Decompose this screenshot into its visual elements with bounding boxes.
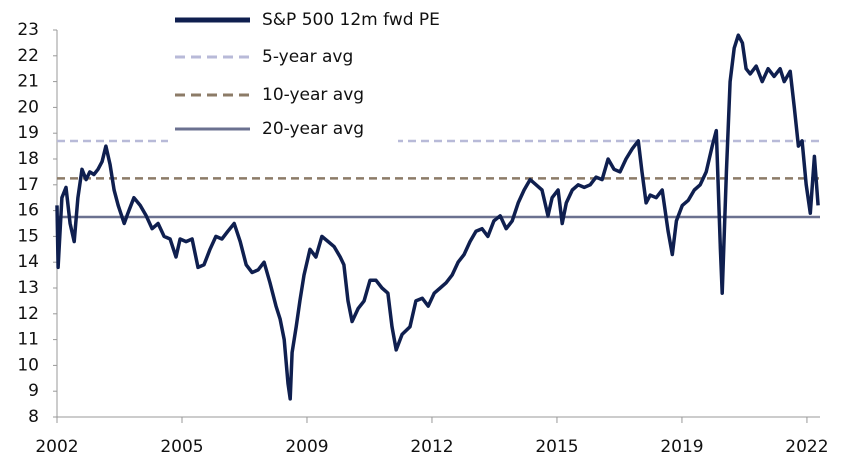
x-tick-label: 2022 [785, 437, 828, 457]
y-tick-label: 21 [17, 72, 39, 92]
x-tick-label: 2005 [160, 437, 203, 457]
y-tick-label: 17 [17, 175, 39, 195]
y-tick-label: 15 [17, 226, 39, 246]
y-tick-label: 9 [28, 381, 39, 401]
y-tick-label: 16 [17, 201, 39, 221]
y-tick-label: 20 [17, 97, 39, 117]
y-tick-label: 12 [17, 304, 39, 324]
x-tick-label: 2012 [410, 437, 453, 457]
legend-bg [168, 43, 398, 71]
y-tick-label: 10 [17, 355, 39, 375]
series-line [55, 33, 820, 401]
legend-label: 5-year avg [262, 47, 353, 67]
x-tick-label: 2015 [535, 437, 578, 457]
x-tick-label: 2002 [35, 437, 78, 457]
legend-bg [168, 81, 398, 109]
legend-label: S&P 500 12m fwd PE [262, 10, 440, 30]
y-tick-label: 14 [17, 252, 39, 272]
y-tick-label: 18 [17, 149, 39, 169]
x-tick-label: 2019 [660, 437, 703, 457]
y-tick-label: 22 [17, 46, 39, 66]
legend-label: 20-year avg [262, 119, 364, 139]
legend-label: 10-year avg [262, 85, 364, 105]
y-tick-label: 23 [17, 20, 39, 40]
y-tick-label: 13 [17, 278, 39, 298]
x-tick-label: 2009 [285, 437, 328, 457]
y-tick-label: 11 [17, 330, 39, 350]
y-tick-label: 8 [28, 407, 39, 427]
y-tick-label: 19 [17, 123, 39, 143]
